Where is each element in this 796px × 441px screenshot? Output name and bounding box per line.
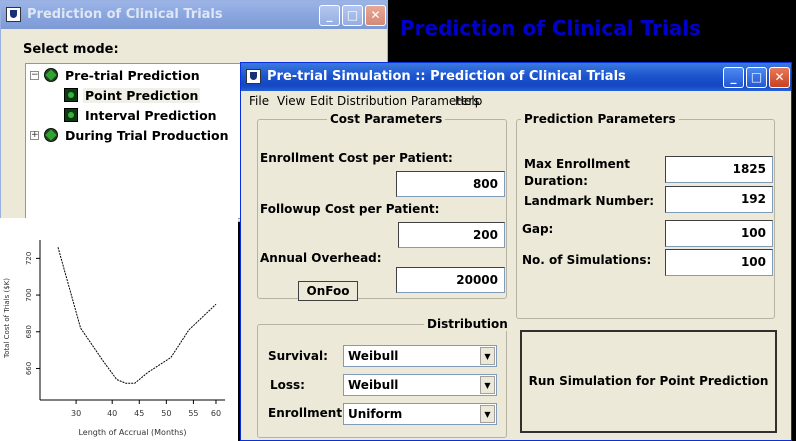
landmark-number-input[interactable]: 192 (665, 186, 773, 213)
menu-edit-distribution-parameters[interactable]: Edit Distribution Parameters (310, 94, 480, 108)
pretrial-simulation-window: Pre-trial Simulation :: Prediction of Cl… (240, 62, 792, 441)
close-icon[interactable]: ✕ (769, 67, 790, 88)
loss-select[interactable]: Weibull ▼ (343, 374, 497, 396)
distribution-group: Distribution Survival: Weibull ▼ Loss: W… (257, 317, 511, 438)
tree-item-during-trial-production[interactable]: During Trial Production (65, 128, 229, 143)
y-tick-label: 680 (25, 325, 33, 338)
y-axis-label: Total Cost of Trials ($K) (3, 278, 11, 359)
survival-select-value: Weibull (348, 349, 399, 363)
cost-chart: 30 40 45 50 55 60 720 700 680 660 Length of Accrua… (3, 240, 225, 437)
menu-help[interactable]: Help (455, 94, 483, 108)
point-node-icon (64, 88, 78, 102)
enrollment-select-value: Uniform (348, 407, 403, 421)
onfoo-button[interactable]: OnFoo (298, 281, 358, 301)
chevron-down-icon[interactable]: ▼ (480, 376, 495, 394)
tree-item-point-prediction[interactable]: Point Prediction (83, 88, 201, 103)
gap-input[interactable]: 100 (665, 220, 773, 247)
loss-label: Loss: (270, 378, 305, 392)
minimize-icon[interactable]: _ (319, 5, 340, 26)
annual-overhead-label: Annual Overhead: (260, 251, 382, 265)
survival-select[interactable]: Weibull ▼ (343, 345, 497, 367)
max-enrollment-label: Max Enrollment Duration: (524, 157, 631, 188)
x-tick-label: 60 (211, 409, 221, 418)
y-tick-label: 700 (25, 288, 33, 301)
y-tick-label: 720 (25, 252, 33, 265)
enrollment-cost-input[interactable]: 800 (396, 171, 505, 197)
max-enrollment-input[interactable]: 1825 (665, 156, 773, 183)
select-mode-label: Select mode: (23, 42, 119, 57)
simulations-input[interactable]: 100 (665, 249, 773, 276)
maximize-icon[interactable]: □ (342, 5, 363, 26)
menu-view[interactable]: View (277, 94, 306, 108)
mode-window-title: Prediction of Clinical Trials (27, 7, 223, 22)
x-tick-label: 40 (107, 409, 117, 418)
cost-chart-panel: 30 40 45 50 55 60 720 700 680 660 Length of Accrua… (0, 218, 238, 441)
gap-label: Gap: (522, 222, 554, 236)
simulation-window-title: Pre-trial Simulation :: Prediction of Cl… (267, 69, 626, 84)
chevron-down-icon[interactable]: ▼ (480, 405, 495, 423)
banner-title: Prediction of Clinical Trials (400, 16, 701, 40)
tree-item-pretrial-prediction[interactable]: Pre-trial Prediction (65, 68, 200, 83)
x-tick-label: 45 (134, 409, 144, 418)
app-logo-icon (6, 7, 21, 22)
pretrial-node-icon (44, 68, 58, 82)
y-tick-label: 660 (25, 362, 33, 375)
cost-parameters-title: Cost Parameters (327, 112, 446, 126)
mode-window-titlebar[interactable]: Prediction of Clinical Trials _ □ ✕ (1, 1, 387, 29)
followup-cost-label: Followup Cost per Patient: (260, 202, 440, 216)
close-icon[interactable]: ✕ (365, 5, 386, 26)
enrollment-cost-label: Enrollment Cost per Patient: (260, 151, 453, 165)
menu-bar: File View Edit Distribution Parameters H… (241, 91, 791, 111)
x-axis-label: Length of Accrual (Months) (78, 428, 186, 437)
run-simulation-label: Run Simulation for Point Prediction (528, 374, 769, 388)
expand-icon[interactable]: + (30, 130, 39, 140)
survival-label: Survival: (268, 349, 328, 363)
tree-item-interval-prediction[interactable]: Interval Prediction (85, 108, 217, 123)
distribution-title: Distribution (424, 317, 511, 331)
enrollment-dist-label: Enrollment: (268, 406, 347, 420)
annual-overhead-input[interactable]: 20000 (396, 267, 505, 293)
simulation-window-titlebar[interactable]: Pre-trial Simulation :: Prediction of Cl… (241, 63, 791, 91)
interval-node-icon (64, 108, 78, 122)
cost-series-line (57, 247, 217, 384)
prediction-parameters-group: Prediction Parameters Max Enrollment Dur… (516, 112, 775, 319)
chevron-down-icon[interactable]: ▼ (480, 347, 495, 365)
x-tick-label: 50 (161, 409, 171, 418)
collapse-icon[interactable]: − (30, 70, 39, 80)
landmark-number-label: Landmark Number: (524, 194, 655, 208)
x-tick-label: 30 (71, 409, 81, 418)
menu-file[interactable]: File (249, 94, 270, 108)
enrollment-select[interactable]: Uniform ▼ (343, 403, 497, 425)
cost-parameters-group: Cost Parameters Enrollment Cost per Pati… (257, 112, 507, 301)
prediction-parameters-title: Prediction Parameters (521, 112, 679, 126)
app-logo-icon (246, 69, 261, 84)
loss-select-value: Weibull (348, 378, 399, 392)
followup-cost-input[interactable]: 200 (398, 222, 505, 248)
simulations-label: No. of Simulations: (522, 253, 652, 267)
run-simulation-button[interactable]: Run Simulation for Point Prediction (520, 330, 777, 433)
during-node-icon (44, 128, 58, 142)
minimize-icon[interactable]: _ (723, 67, 744, 88)
maximize-icon[interactable]: □ (746, 67, 767, 88)
x-tick-label: 55 (188, 409, 198, 418)
